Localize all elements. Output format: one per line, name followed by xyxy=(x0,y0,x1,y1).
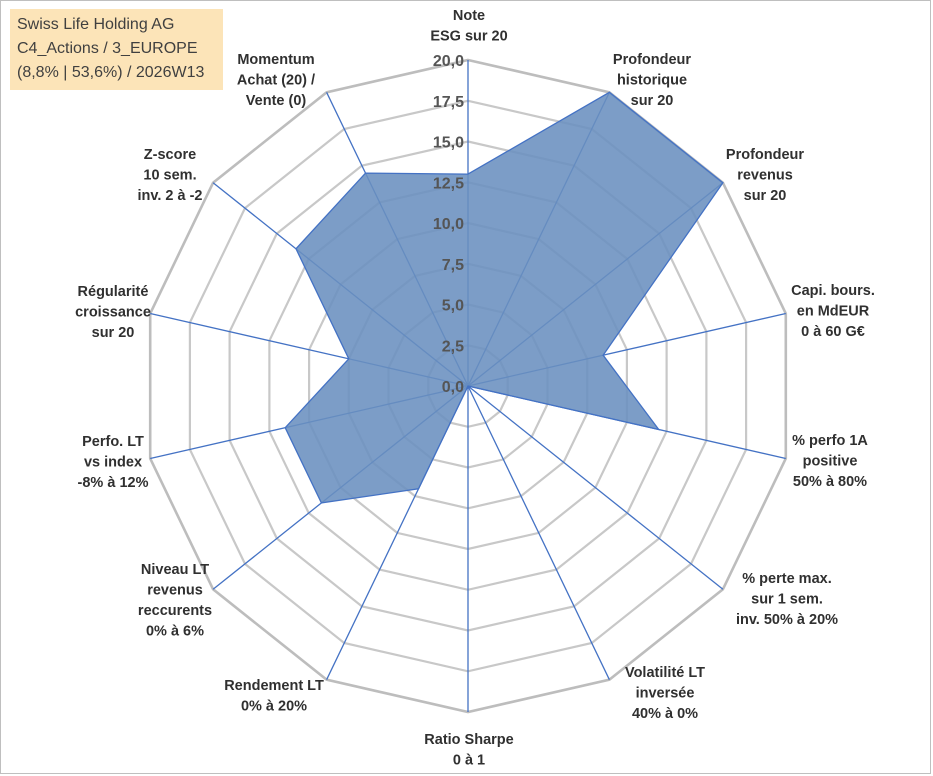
axis-label-3-line-2: 0 à 60 G€ xyxy=(801,324,865,340)
axis-label-6-line-2: 40% à 0% xyxy=(632,706,698,722)
axis-label-5: % perte max. sur 1 sem. inv. 50% à 20% xyxy=(736,571,838,628)
tick-label-1: 2,5 xyxy=(442,338,464,355)
axis-label-11: Régularité croissance sur 20 xyxy=(75,284,151,341)
axis-label-12: Z-score 10 sem. inv. 2 à -2 xyxy=(137,147,202,204)
axis-label-12-line-2: inv. 2 à -2 xyxy=(137,188,202,204)
tick-label-0: 0,0 xyxy=(442,379,464,396)
tick-label-5: 12,5 xyxy=(433,175,464,192)
axis-label-3-line-1: en MdEUR xyxy=(797,304,870,320)
axis-label-1: Profondeur historique sur 20 xyxy=(613,52,691,109)
axis-label-3: Capi. bours. en MdEUR 0 à 60 G€ xyxy=(791,283,875,340)
chart-title-box: Swiss Life Holding AG C4_Actions / 3_EUR… xyxy=(10,9,223,90)
axis-label-4: % perfo 1A positive 50% à 80% xyxy=(792,433,868,490)
axis-label-5-line-0: % perte max. xyxy=(742,571,831,587)
axis-label-7: Ratio Sharpe 0 à 1 xyxy=(424,732,513,769)
tick-label-2: 5,0 xyxy=(442,298,464,315)
axis-label-13-line-1: Achat (20) / xyxy=(237,73,315,89)
chart-title-line-3: (8,8% | 53,6%) / 2026W13 xyxy=(17,64,205,81)
chart-title-line-2: C4_Actions / 3_EUROPE xyxy=(17,40,198,57)
axis-label-0: Note ESG sur 20 xyxy=(430,8,507,45)
axis-label-10-line-0: Perfo. LT xyxy=(82,434,144,450)
axis-label-13-line-0: Momentum xyxy=(237,52,314,68)
axis-label-4-line-0: % perfo 1A xyxy=(792,433,868,449)
axis-label-10-line-1: vs index xyxy=(84,455,142,471)
axis-label-12-line-0: Z-score xyxy=(144,147,196,163)
axis-label-9-line-1: revenus xyxy=(147,583,203,599)
axis-label-2-line-2: sur 20 xyxy=(744,188,787,204)
axis-label-2: Profondeur revenus sur 20 xyxy=(726,147,804,204)
tick-label-3: 7,5 xyxy=(442,257,464,274)
axis-label-9-line-0: Niveau LT xyxy=(141,562,209,578)
axis-label-9: Niveau LT revenus reccurents 0% à 6% xyxy=(138,562,212,640)
axis-label-6-line-0: Volatilité LT xyxy=(625,665,705,681)
radar-series xyxy=(284,91,724,504)
axis-label-4-line-1: positive xyxy=(803,454,858,470)
axis-label-5-line-2: inv. 50% à 20% xyxy=(736,612,838,628)
axis-label-10: Perfo. LT vs index -8% à 12% xyxy=(78,434,149,491)
axis-label-7-line-0: Ratio Sharpe xyxy=(424,732,513,748)
axis-label-13-line-2: Vente (0) xyxy=(246,93,307,109)
tick-label-4: 10,0 xyxy=(433,216,464,233)
radar-axis-labels: Note ESG sur 20 Profondeur historique sur 20… xyxy=(75,8,875,769)
axis-label-12-line-1: 10 sem. xyxy=(143,168,196,184)
axis-label-1-line-2: sur 20 xyxy=(631,93,674,109)
axis-label-1-line-0: Profondeur xyxy=(613,52,691,68)
axis-label-5-line-1: sur 1 sem. xyxy=(751,592,823,608)
axis-label-4-line-2: 50% à 80% xyxy=(793,474,867,490)
axis-label-11-line-0: Régularité xyxy=(78,284,149,300)
axis-label-2-line-1: revenus xyxy=(737,168,793,184)
axis-label-8-line-1: 0% à 20% xyxy=(241,699,307,715)
series-area xyxy=(284,91,724,504)
axis-label-10-line-2: -8% à 12% xyxy=(78,475,149,491)
axis-label-3-line-0: Capi. bours. xyxy=(791,283,875,299)
axis-label-13: Momentum Achat (20) / Vente (0) xyxy=(237,52,315,109)
axis-label-11-line-1: croissance xyxy=(75,305,151,321)
tick-label-7: 17,5 xyxy=(433,94,464,111)
axis-label-8-line-0: Rendement LT xyxy=(224,678,324,694)
axis-label-6-line-1: inversée xyxy=(636,686,695,702)
axis-spoke-6 xyxy=(467,385,610,680)
axis-label-11-line-2: sur 20 xyxy=(92,325,135,341)
axis-label-0-line-0: Note xyxy=(453,8,485,24)
axis-label-9-line-2: reccurents xyxy=(138,603,212,619)
axis-spoke-5 xyxy=(467,385,724,590)
radar-tick-labels: 0,0 2,5 5,0 7,5 10,0 12,5 15,0 17,5 20,0 xyxy=(433,53,464,396)
axis-label-0-line-1: ESG sur 20 xyxy=(430,29,507,45)
tick-label-6: 15,0 xyxy=(433,135,464,152)
axis-label-2-line-0: Profondeur xyxy=(726,147,804,163)
chart-title-line-1: Swiss Life Holding AG xyxy=(17,16,175,33)
axis-label-9-line-3: 0% à 6% xyxy=(146,624,204,640)
axis-label-1-line-1: historique xyxy=(617,73,687,89)
axis-label-7-line-1: 0 à 1 xyxy=(453,753,485,769)
tick-label-8: 20,0 xyxy=(433,53,464,70)
axis-label-6: Volatilité LT inversée 40% à 0% xyxy=(625,665,705,722)
axis-label-8: Rendement LT 0% à 20% xyxy=(224,678,324,715)
